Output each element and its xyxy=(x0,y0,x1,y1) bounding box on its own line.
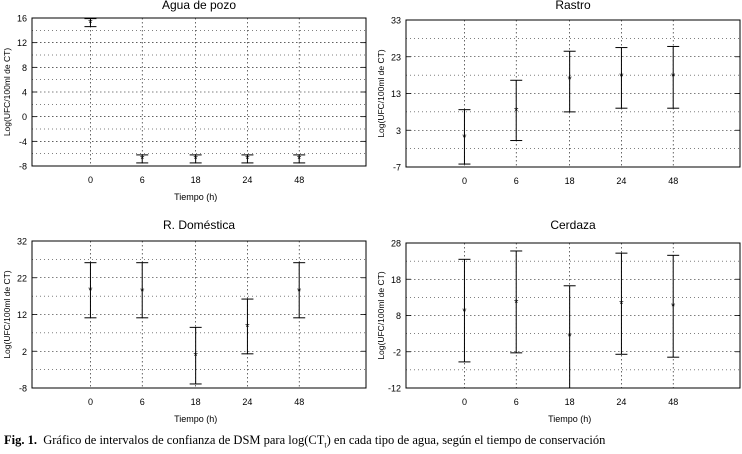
y-tick-label: 23 xyxy=(391,52,401,62)
y-tick-label: 2 xyxy=(22,347,27,357)
caption-text-before: Gráfico de intervalos de confianza de DS… xyxy=(43,433,325,447)
x-tick-label: 0 xyxy=(462,176,467,186)
mean-marker: * xyxy=(671,71,676,83)
x-tick-label: 24 xyxy=(616,176,626,186)
y-tick-label: -8 xyxy=(19,384,27,394)
y-tick-label: -8 xyxy=(19,162,27,172)
chart-title: Cerdaza xyxy=(550,218,596,232)
y-tick-label: 3 xyxy=(396,126,401,136)
chart-title: Agua de pozo xyxy=(162,0,236,12)
x-tick-label: 0 xyxy=(88,397,93,407)
mean-marker: * xyxy=(88,17,93,29)
x-tick-label: 48 xyxy=(294,175,304,185)
chart-panel-3: -12 -2 8 18 28 Cerdaza Log(UFC/100ml de CT) 0 6 1… xyxy=(376,218,741,424)
x-tick-label: 18 xyxy=(191,175,201,185)
x-tick-label: 48 xyxy=(668,176,678,186)
mean-marker: * xyxy=(297,154,302,166)
y-tick-label: -2 xyxy=(393,347,401,357)
mean-marker: * xyxy=(462,306,467,318)
mean-marker: * xyxy=(245,154,250,166)
mean-marker: * xyxy=(619,71,624,83)
plot-frame xyxy=(31,17,367,167)
y-axis-label: Log(UFC/100ml de CT) xyxy=(376,49,386,138)
x-tick-label: 48 xyxy=(294,397,304,407)
x-tick-label: 0 xyxy=(88,175,93,185)
x-tick-label: 6 xyxy=(140,175,145,185)
x-tick-label: 6 xyxy=(514,397,519,407)
x-tick-label: 24 xyxy=(242,397,252,407)
mean-marker: * xyxy=(194,350,199,362)
y-tick-label: 0 xyxy=(22,112,27,122)
mean-marker: * xyxy=(671,301,676,313)
mean-marker: * xyxy=(245,322,250,334)
caption-subscript: t xyxy=(324,440,327,450)
mean-marker: * xyxy=(194,154,199,166)
mean-marker: * xyxy=(514,105,519,117)
y-tick-label: 13 xyxy=(391,89,401,99)
y-tick-label: 8 xyxy=(396,311,401,321)
x-axis-label: Tiempo (h) xyxy=(174,414,217,424)
y-tick-label: 16 xyxy=(17,14,27,24)
x-axis-label: Tiempo (h) xyxy=(174,192,217,202)
y-tick-label: 32 xyxy=(17,237,27,247)
mean-marker: * xyxy=(568,331,573,343)
mean-marker: * xyxy=(140,154,145,166)
x-tick-label: 18 xyxy=(565,397,575,407)
y-tick-label: 8 xyxy=(22,63,27,73)
mean-marker: * xyxy=(140,286,145,298)
y-axis-label: Log(UFC/100ml de CT) xyxy=(2,270,12,359)
y-tick-label: 18 xyxy=(391,275,401,285)
chart-title: Rastro xyxy=(555,0,591,12)
x-tick-label: 24 xyxy=(616,397,626,407)
x-tick-label: 24 xyxy=(242,175,252,185)
plot-frame xyxy=(31,240,367,389)
x-tick-label: 48 xyxy=(668,397,678,407)
y-tick-label: -7 xyxy=(393,163,401,173)
chart-title: R. Doméstica xyxy=(163,218,235,232)
x-tick-label: 0 xyxy=(462,397,467,407)
y-tick-label: 4 xyxy=(22,88,27,98)
caption-text-after: ) en cada tipo de agua, según el tiempo … xyxy=(326,433,606,447)
mean-marker: * xyxy=(462,132,467,144)
mean-marker: * xyxy=(297,286,302,298)
y-tick-label: 22 xyxy=(17,273,27,283)
y-tick-label: 12 xyxy=(17,310,27,320)
x-tick-label: 18 xyxy=(565,176,575,186)
y-axis-label: Log(UFC/100ml de CT) xyxy=(376,271,386,360)
y-axis-label: Log(UFC/100ml de CT) xyxy=(2,48,12,137)
y-tick-label: 28 xyxy=(391,239,401,249)
plot-frame xyxy=(405,19,741,168)
x-tick-label: 6 xyxy=(140,397,145,407)
x-axis-label: Tiempo (h) xyxy=(548,414,591,424)
caption-label: Fig. 1. xyxy=(4,433,37,447)
x-tick-label: 6 xyxy=(514,176,519,186)
y-tick-label: -12 xyxy=(388,384,401,394)
mean-marker: * xyxy=(514,297,519,309)
figure-caption: Fig. 1. Gráfico de intervalos de confian… xyxy=(4,433,740,450)
chart-panel-1: -7 3 13 23 33 Rastro Log(UFC/100ml de CT) 0 6 18 2… xyxy=(376,0,741,186)
y-tick-label: 33 xyxy=(391,16,401,26)
y-tick-label: -4 xyxy=(19,137,27,147)
plot-frame xyxy=(405,242,741,389)
mean-marker: * xyxy=(88,285,93,297)
y-tick-label: 12 xyxy=(17,38,27,48)
chart-panel-2: -8 2 12 22 32 R. Doméstica Log(UFC/100ml de CT… xyxy=(2,218,367,424)
mean-marker: * xyxy=(619,299,624,311)
mean-marker: * xyxy=(568,74,573,86)
x-tick-label: 18 xyxy=(191,397,201,407)
